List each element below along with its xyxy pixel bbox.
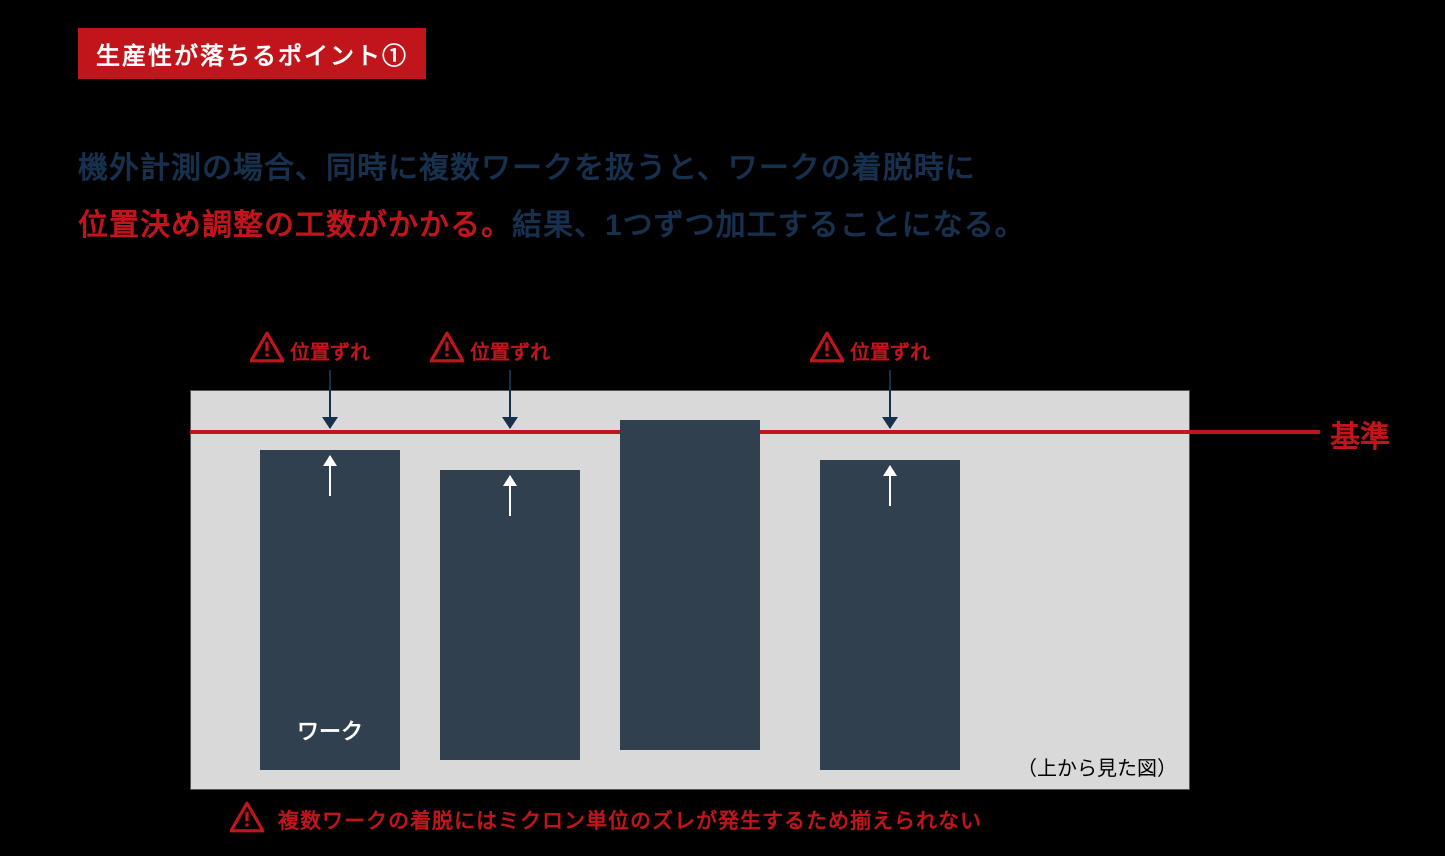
headline-line2-navy: 結果、1つずつ加工することになる。 [512, 209, 1026, 242]
offset-warning-label: 位置ずれ [850, 336, 930, 365]
offset-warning: 位置ずれ [810, 330, 930, 370]
down-arrow-icon [882, 370, 898, 428]
offset-warning: 位置ずれ [250, 330, 370, 370]
offset-warning-label: 位置ずれ [470, 336, 550, 365]
title-badge: 生産性が落ちるポイント① [78, 28, 426, 79]
warning-icon [430, 330, 464, 370]
workpiece-bar [620, 420, 760, 750]
headline-line2-red: 位置決め調整の工数がかかる。 [78, 209, 512, 242]
reference-label: 基準 [1330, 412, 1390, 456]
warning-icon [810, 330, 844, 370]
footer-warning-text: 複数ワークの着脱にはミクロン単位のズレが発生するため揃えられない [278, 805, 982, 835]
up-arrow-icon [323, 456, 337, 496]
headline: 機外計測の場合、同時に複数ワークを扱うと、ワークの着脱時に 位置決め調整の工数が… [78, 140, 1026, 254]
warning-icon [250, 330, 284, 370]
workpiece-bar: ワーク [260, 450, 400, 770]
diagram: （上から見た図） 基準 ワーク 位置ずれ 位置ずれ 位置ずれ 複数ワークの着脱にはミク… [0, 320, 1445, 840]
panel-caption: （上から見た図） [1017, 752, 1177, 781]
workpiece-bar [820, 460, 960, 770]
down-arrow-icon [322, 370, 338, 428]
slide: 生産性が落ちるポイント① 機外計測の場合、同時に複数ワークを扱うと、ワークの着脱… [0, 0, 1445, 856]
warning-icon [230, 800, 264, 840]
up-arrow-icon [503, 476, 517, 516]
headline-line1: 機外計測の場合、同時に複数ワークを扱うと、ワークの着脱時に [78, 152, 976, 185]
workpiece-label: ワーク [260, 714, 400, 746]
footer-warning: 複数ワークの着脱にはミクロン単位のズレが発生するため揃えられない [230, 800, 982, 840]
offset-warning-label: 位置ずれ [290, 336, 370, 365]
up-arrow-icon [883, 466, 897, 506]
offset-warning: 位置ずれ [430, 330, 550, 370]
down-arrow-icon [502, 370, 518, 428]
